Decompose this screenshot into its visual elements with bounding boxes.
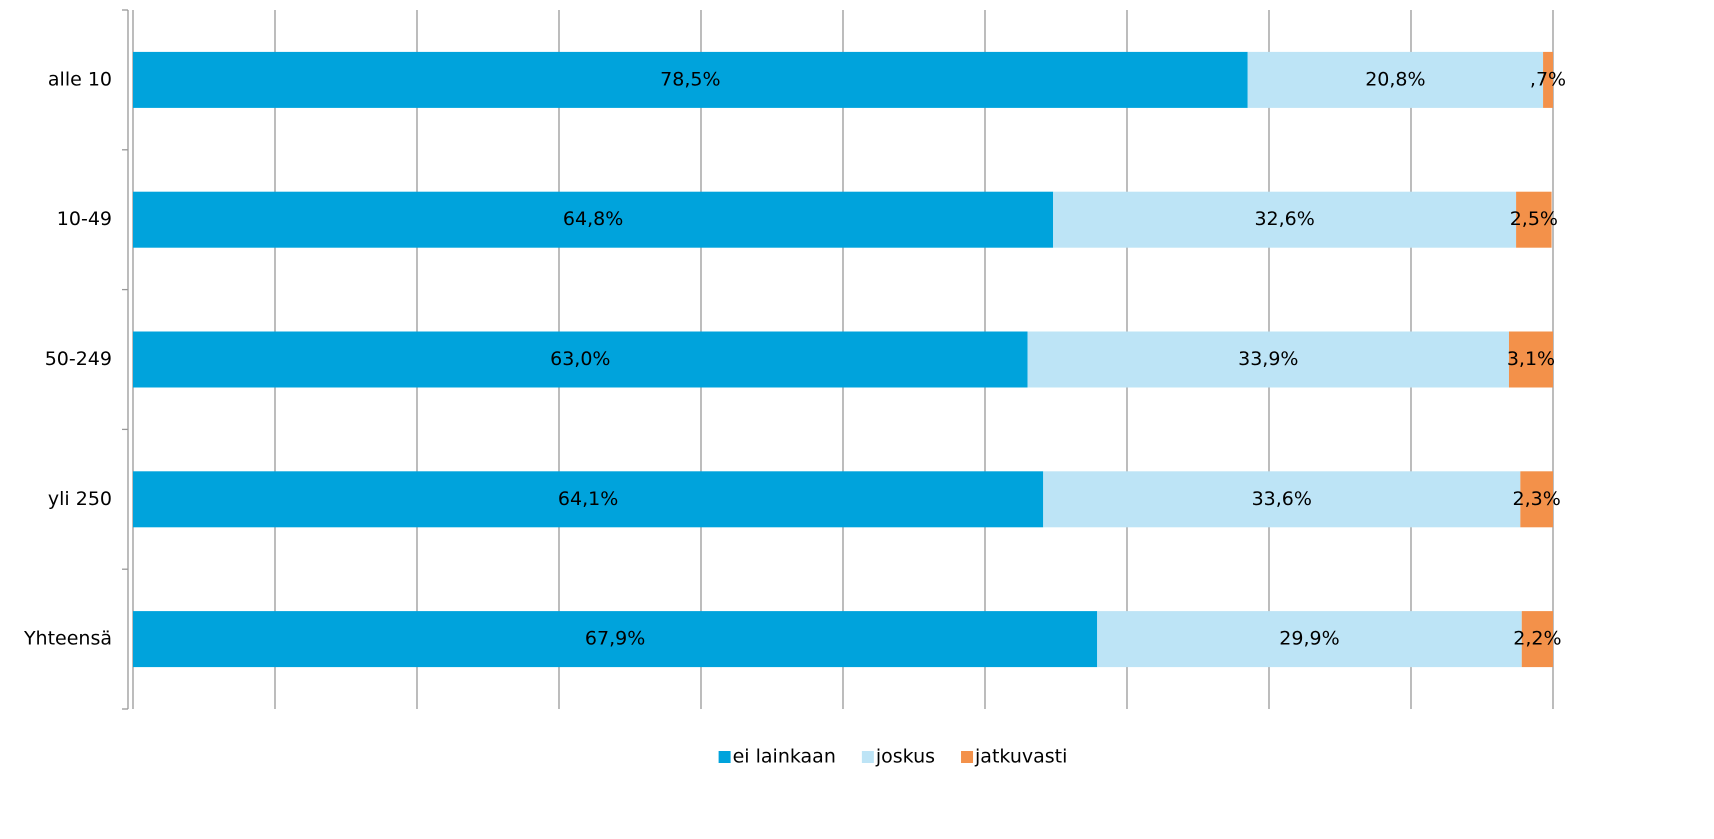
legend-label: ei lainkaan xyxy=(733,746,836,768)
legend-label: joskus xyxy=(875,746,935,768)
data-label: 3,1% xyxy=(1507,348,1555,370)
bar-segment xyxy=(1520,471,1553,528)
data-label: 33,6% xyxy=(1252,488,1312,510)
data-label: 2,5% xyxy=(1510,208,1558,230)
bar-segment xyxy=(1027,331,1509,388)
data-label: 64,1% xyxy=(558,488,618,510)
legend-swatch xyxy=(718,751,731,763)
bar-segment xyxy=(133,611,1098,668)
bar-segment xyxy=(1543,51,1553,108)
data-label: 2,3% xyxy=(1513,488,1561,510)
bar-segment xyxy=(133,191,1054,248)
y-tick-label: alle 10 xyxy=(48,68,112,90)
data-label: 78,5% xyxy=(660,68,720,90)
data-label: 67,9% xyxy=(585,628,645,650)
bar-segment xyxy=(1247,51,1544,108)
y-tick-label: Yhteensä xyxy=(23,628,112,650)
legend-swatch xyxy=(861,751,874,763)
data-label: 29,9% xyxy=(1279,628,1339,650)
data-label: ,7% xyxy=(1530,68,1566,90)
data-label: 32,6% xyxy=(1254,208,1314,230)
legend-label: jatkuvasti xyxy=(974,746,1067,768)
data-label: 20,8% xyxy=(1365,68,1425,90)
bar-segment xyxy=(1053,191,1517,248)
bar-segment xyxy=(1508,331,1553,388)
data-label: 63,0% xyxy=(550,348,610,370)
legend-swatch xyxy=(961,751,974,763)
bar-segment xyxy=(133,331,1028,388)
bar-segment xyxy=(133,471,1044,528)
bar-segment xyxy=(1097,611,1522,668)
bar-segment xyxy=(1516,191,1552,248)
y-tick-label: 10-49 xyxy=(57,208,112,230)
data-label: 64,8% xyxy=(563,208,623,230)
data-label: 33,9% xyxy=(1238,348,1298,370)
y-tick-label: 50-249 xyxy=(45,348,112,370)
data-label: 2,2% xyxy=(1513,628,1561,650)
bar-segment xyxy=(1521,611,1553,668)
bar-segment xyxy=(1043,471,1521,528)
bar-segment xyxy=(133,51,1248,108)
y-tick-label: yli 250 xyxy=(48,488,112,510)
